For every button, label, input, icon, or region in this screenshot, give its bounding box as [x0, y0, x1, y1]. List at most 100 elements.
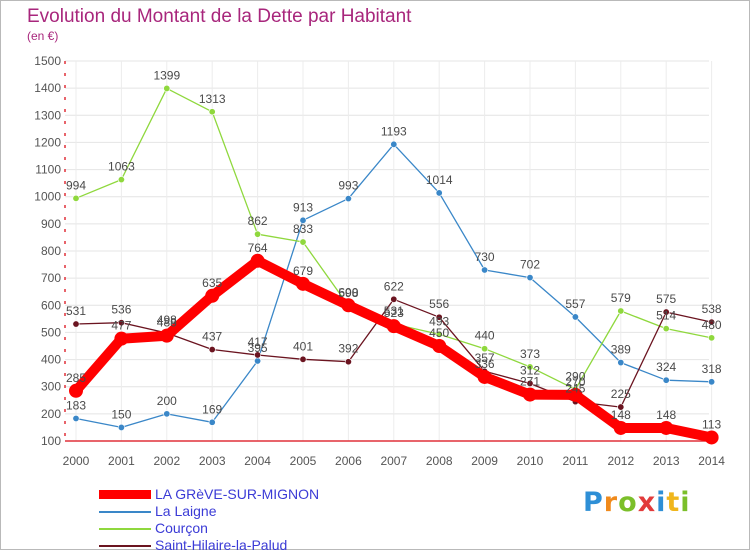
data-point [704, 430, 719, 445]
legend-swatch [99, 545, 151, 547]
y-tick-label: 200 [41, 407, 61, 421]
data-point [390, 295, 398, 303]
x-tick-label: 2010 [517, 454, 544, 468]
data-point [435, 313, 443, 321]
logo-letter: t [666, 487, 681, 518]
data-point [72, 414, 80, 422]
data-label: 440 [475, 329, 495, 343]
x-tick-label: 2009 [471, 454, 498, 468]
logo-letter: x [637, 487, 657, 518]
data-label: 1063 [108, 160, 135, 174]
data-label: 290 [565, 369, 585, 383]
data-point [299, 238, 307, 246]
data-label: 1014 [426, 173, 453, 187]
data-point [163, 84, 171, 92]
data-label: 437 [202, 330, 222, 344]
logo-letter: r [603, 487, 619, 518]
data-label: 183 [66, 398, 86, 412]
x-tick-label: 2004 [244, 454, 271, 468]
data-point [254, 351, 262, 359]
data-point [208, 108, 216, 116]
data-point [477, 369, 492, 384]
data-point [662, 376, 670, 384]
data-label: 245 [565, 382, 585, 396]
data-label: 148 [656, 408, 676, 422]
legend-swatch [99, 490, 151, 499]
data-label: 531 [66, 304, 86, 318]
data-label: 373 [520, 347, 540, 361]
data-point [163, 410, 171, 418]
x-tick-label: 2003 [199, 454, 226, 468]
y-tick-label: 900 [41, 217, 61, 231]
y-tick-label: 300 [41, 380, 61, 394]
data-label: 200 [157, 394, 177, 408]
y-tick-label: 700 [41, 271, 61, 285]
data-point [617, 307, 625, 315]
data-point [299, 355, 307, 363]
data-label: 392 [338, 342, 358, 356]
data-point [254, 357, 262, 365]
data-point [296, 276, 310, 291]
data-point [69, 383, 83, 398]
data-point [662, 308, 670, 316]
y-tick-label: 1200 [34, 135, 61, 149]
data-label: 148 [611, 408, 631, 422]
data-point [435, 330, 443, 338]
data-label: 401 [293, 339, 313, 353]
data-point [299, 216, 307, 224]
x-tick-label: 2006 [335, 454, 362, 468]
data-point [114, 331, 129, 346]
proxiti-logo: Proxiti [583, 487, 691, 518]
y-tick-label: 1100 [35, 163, 61, 177]
legend-label: LA GRèVE-SUR-MIGNON [155, 486, 320, 502]
data-point [659, 420, 674, 435]
data-point [72, 320, 80, 328]
data-point [568, 387, 583, 402]
data-label: 389 [611, 343, 631, 357]
data-label: 498 [157, 313, 177, 327]
data-point [341, 298, 356, 313]
data-point [205, 288, 220, 303]
data-label: 598 [338, 286, 358, 300]
data-point [571, 313, 579, 321]
data-point [250, 253, 265, 268]
data-label: 150 [111, 407, 131, 421]
data-label: 635 [202, 276, 222, 290]
data-label: 271 [520, 375, 540, 389]
data-point [526, 363, 534, 371]
data-label: 557 [565, 297, 585, 311]
data-label: 994 [66, 178, 86, 192]
data-label: 336 [475, 357, 495, 371]
y-tick-label: 1000 [34, 190, 61, 204]
data-label: 395 [248, 341, 268, 355]
x-tick-label: 2007 [380, 454, 407, 468]
data-label: 1193 [381, 124, 407, 138]
data-label: 600 [338, 285, 358, 299]
y-tick-label: 800 [41, 244, 61, 258]
legend-label: Courçon [155, 520, 208, 536]
data-point [254, 230, 262, 238]
x-tick-label: 2001 [108, 454, 135, 468]
data-point [617, 403, 625, 411]
x-tick-label: 2011 [562, 454, 588, 468]
data-label: 730 [475, 250, 495, 264]
data-label: 225 [611, 387, 631, 401]
data-point [117, 176, 125, 184]
data-label: 480 [702, 318, 722, 332]
legend-swatch [99, 511, 151, 513]
logo-letter: i [680, 487, 691, 518]
chart-unit-label: (en €) [27, 29, 59, 43]
data-label: 764 [248, 241, 268, 255]
data-label: 477 [111, 319, 131, 333]
x-tick-label: 2000 [63, 454, 90, 468]
data-point [344, 358, 352, 366]
y-tick-label: 500 [41, 325, 61, 339]
data-label: 488 [157, 316, 177, 330]
data-point [526, 379, 534, 387]
data-point [435, 189, 443, 197]
x-tick-label: 2012 [607, 454, 634, 468]
logo-letter: o [618, 487, 638, 518]
data-point [708, 378, 716, 386]
